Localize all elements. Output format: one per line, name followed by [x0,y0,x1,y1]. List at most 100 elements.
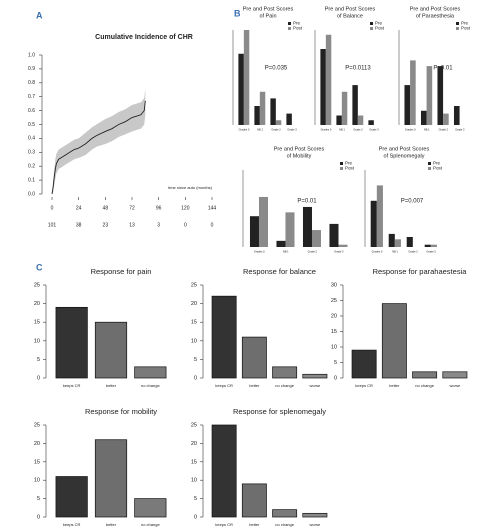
confidence-band [52,88,146,194]
x-tick-label: Grade 2 [308,250,318,254]
p-value: P=0.035 [265,66,288,72]
chart-title: of Balance [337,13,363,19]
chart-title: Response for parahaestesia [373,267,468,276]
bar [320,49,326,125]
legend-label: Pre [461,21,469,26]
y-tick-label: 15 [34,459,40,465]
legend-label: Post [293,26,303,31]
at-risk-number: 23 [103,222,109,228]
x-tick-label: better [389,383,400,388]
bar [325,34,332,125]
chart-title: Pre and Post Scores [379,146,430,152]
x-tick-label: worse [310,383,321,388]
bar [410,60,416,125]
x-tick-label: no change [275,383,294,388]
legend-swatch [288,22,291,25]
panel-label: B [234,8,241,18]
x-tick-label: Grade 2 [439,128,449,132]
bar [211,295,237,379]
x-tick-label: NB 1 [257,128,263,132]
legend-label: Post [375,26,385,31]
x-tick-label: Grade 3 [426,250,436,254]
at-risk-number: 101 [48,222,57,228]
x-tick-label: 0 [51,205,54,211]
y-tick-label: 5 [37,496,40,502]
bar [376,185,383,247]
y-tick-label: 0 [37,375,40,381]
bar [259,91,266,125]
bar [55,476,88,518]
y-tick-label: 20 [34,441,40,447]
y-tick-label: 5 [194,357,197,363]
y-tick-label: 0.8 [28,80,35,86]
bar [442,371,468,379]
x-tick-label: Grade 3 [287,128,297,132]
x-tick-label: no change [141,383,160,388]
x-tick-label: Grade 3 [455,128,465,132]
x-tick-label: keeps CR [63,383,81,388]
legend-label: Post [345,166,355,171]
x-tick-label: better [106,383,117,388]
y-tick-label: 0.6 [28,108,35,114]
x-tick-label: 72 [129,205,135,211]
y-tick-label: 5 [194,496,197,502]
y-tick-label: 5 [37,357,40,363]
panel-label: A [36,10,43,20]
x-tick-label: no change [415,383,434,388]
bar [412,371,438,379]
legend-label: Pre [345,161,353,166]
chart-title: Pre and Post Scores [274,146,325,152]
bar [352,85,358,125]
bar [351,349,377,379]
y-tick-label: 15 [191,459,197,465]
y-tick-label: 0 [37,514,40,520]
bar [302,512,328,518]
bar [437,66,444,125]
chart-title: of Paraesthesia [416,13,455,19]
y-tick-label: 10 [191,478,197,484]
chart-title: Response for pain [91,267,152,276]
y-tick-label: 15 [34,320,40,326]
bar [254,106,260,125]
y-tick-label: 20 [34,301,40,307]
y-tick-label: 10 [331,344,337,350]
bar [285,212,295,247]
p-value: P=0.007 [401,198,424,204]
incidence-line [51,100,146,195]
y-tick-label: 25 [191,422,197,428]
x-tick-label: worse [450,383,461,388]
x-tick-label: Grades 0 [254,250,265,254]
x-tick-label: 120 [181,205,190,211]
x-tick-label: keeps CR [355,383,373,388]
bar [134,366,167,379]
x-tick-label: no change [275,522,294,527]
y-tick-label: 25 [331,298,337,304]
x-tick-label: Grade 2 [353,128,363,132]
x-tick-label: keeps CR [215,383,233,388]
bar [276,240,286,247]
bar [430,244,437,247]
chart-title: of Splenomegaly [384,153,425,159]
bar [134,498,167,518]
y-tick-label: 20 [191,301,197,307]
bar [270,98,276,125]
y-tick-label: 5 [334,360,337,366]
bar [302,206,312,247]
y-tick-label: 0 [194,375,197,381]
p-value: P=0.01 [297,198,317,204]
bar [272,509,298,518]
chart-title: Response for mobility [85,407,157,416]
y-tick-label: 0.3 [28,150,35,156]
at-risk-number: 0 [184,222,187,228]
chart-title: Pre and Post Scores [243,6,294,12]
y-tick-label: 0.1 [28,177,35,183]
chart-title: of Mobility [287,153,312,159]
y-tick-label: 15 [191,320,197,326]
bar [311,230,321,247]
bar [238,53,244,125]
at-risk-number: 38 [76,222,82,228]
y-tick-label: 0.7 [28,94,35,100]
bar [243,30,250,125]
bar [453,106,460,125]
y-tick-label: 10 [34,478,40,484]
